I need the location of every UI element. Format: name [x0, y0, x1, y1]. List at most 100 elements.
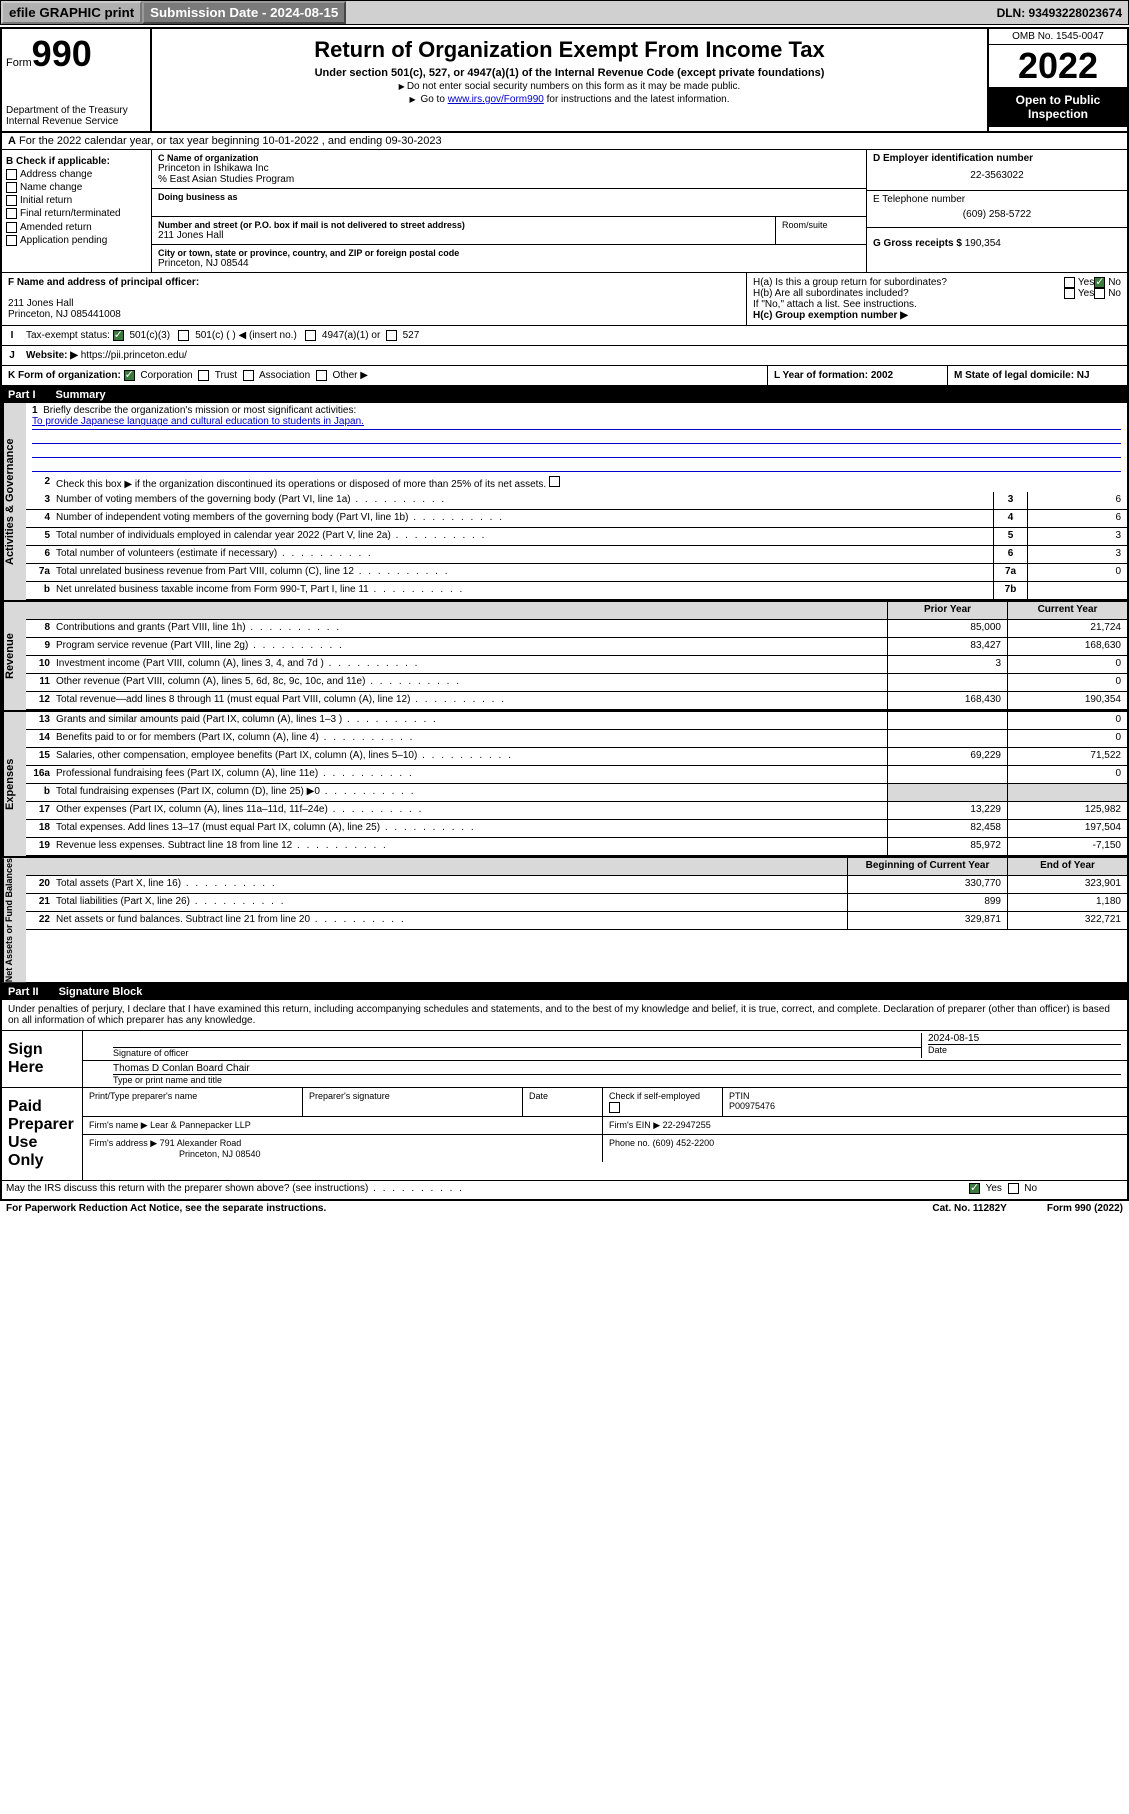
section-expenses: Expenses 13Grants and similar amounts pa… [2, 712, 1127, 858]
officer-name-label: Type or print name and title [113, 1074, 1121, 1085]
col-beginning: Beginning of Current Year [847, 858, 1007, 875]
chk-assoc[interactable] [243, 370, 254, 381]
ha-yes: Yes [1078, 277, 1094, 288]
side-governance: Activities & Governance [2, 403, 26, 600]
org-name-1: Princeton in Ishikawa Inc [158, 163, 860, 174]
state-domicile: M State of legal domicile: NJ [947, 366, 1127, 385]
sig-date-value: 2024-08-15 [928, 1033, 1121, 1044]
h-b-label: H(b) Are all subordinates included? [753, 288, 1064, 299]
col-end-year: End of Year [1007, 858, 1127, 875]
officer-addr-2: Princeton, NJ 085441008 [8, 309, 740, 320]
chk-discuss-yes[interactable] [969, 1183, 980, 1194]
part-1-header: Part I Summary [2, 387, 1127, 403]
sig-officer-label: Signature of officer [113, 1047, 921, 1058]
prep-date-label: Date [523, 1088, 603, 1116]
efile-print-button[interactable]: efile GRAPHIC print [1, 1, 142, 24]
ptin-value: P00975476 [729, 1101, 775, 1111]
signature-block: Under penalties of perjury, I declare th… [2, 1000, 1127, 1199]
mission-text: To provide Japanese language and cultura… [32, 416, 1121, 430]
info-grid: B Check if applicable: Address change Na… [2, 150, 1127, 273]
opt-4947: 4947(a)(1) or [322, 330, 380, 341]
submission-date-button[interactable]: Submission Date - 2024-08-15 [142, 1, 346, 24]
opt-501c: 501(c) ( ) ◀ (insert no.) [195, 330, 297, 341]
chk-corp[interactable] [124, 370, 135, 381]
page-footer: For Paperwork Reduction Act Notice, see … [0, 1201, 1129, 1216]
org-name-2: % East Asian Studies Program [158, 174, 860, 185]
chk-app-pending[interactable] [6, 235, 17, 246]
discuss-label: May the IRS discuss this return with the… [2, 1181, 967, 1199]
discuss-no: No [1024, 1184, 1037, 1195]
firm-ein-label: Firm's EIN ▶ [609, 1120, 660, 1130]
row-j: J Website: ▶ https://pii.princeton.edu/ [2, 346, 1127, 366]
firm-addr-2: Princeton, NJ 08540 [89, 1149, 261, 1159]
tax-year: 2022 [989, 45, 1127, 87]
hb-no: No [1108, 288, 1121, 299]
chk-501c[interactable] [178, 330, 189, 341]
dept-treasury: Department of the Treasury Internal Reve… [6, 105, 146, 127]
side-revenue: Revenue [2, 602, 26, 710]
top-bar: efile GRAPHIC print Submission Date - 20… [0, 0, 1129, 25]
dln-label: DLN: 93493228023674 [991, 4, 1128, 22]
sign-here-label: Sign Here [2, 1031, 82, 1087]
chk-q2[interactable] [549, 476, 560, 487]
opt-other: Other ▶ [332, 370, 367, 381]
firm-phone-value: (609) 452-2200 [653, 1138, 715, 1148]
part-2-title: Signature Block [59, 986, 1121, 998]
chk-self-employed[interactable] [609, 1102, 620, 1113]
year-formation: L Year of formation: 2002 [767, 366, 947, 385]
prep-sig-label: Preparer's signature [303, 1088, 523, 1116]
note-ssn: Do not enter social security numbers on … [160, 81, 979, 92]
header-left: Form990 Department of the Treasury Inter… [2, 29, 152, 131]
chk-initial-return[interactable] [6, 195, 17, 206]
row-fh: F Name and address of principal officer:… [2, 273, 1127, 326]
sig-date-label: Date [928, 1044, 1121, 1055]
form-word: Form [6, 57, 32, 69]
chk-trust[interactable] [198, 370, 209, 381]
part-2-header: Part II Signature Block [2, 984, 1127, 1000]
irs-link[interactable]: www.irs.gov/Form990 [448, 94, 544, 105]
opt-527: 527 [403, 330, 420, 341]
ein-value: 22-3563022 [873, 164, 1121, 187]
header-middle: Return of Organization Exempt From Incom… [152, 29, 987, 131]
opt-address-change: Address change [20, 169, 92, 180]
chk-final-return[interactable] [6, 208, 17, 219]
chk-501c3[interactable] [113, 330, 124, 341]
chk-527[interactable] [386, 330, 397, 341]
hb-yes: Yes [1078, 288, 1094, 299]
h-b-note: If "No," attach a list. See instructions… [753, 299, 1121, 310]
firm-phone-label: Phone no. [609, 1138, 650, 1148]
chk-name-change[interactable] [6, 182, 17, 193]
side-net-assets: Net Assets or Fund Balances [2, 858, 26, 982]
chk-hb-yes[interactable] [1064, 288, 1075, 299]
col-prior-year: Prior Year [887, 602, 1007, 619]
open-to-public: Open to Public Inspection [989, 87, 1127, 127]
row-i: I Tax-exempt status: 501(c)(3) 501(c) ( … [2, 326, 1127, 346]
opt-501c3: 501(c)(3) [129, 330, 170, 341]
opt-trust: Trust [215, 370, 237, 381]
chk-address-change[interactable] [6, 169, 17, 180]
chk-ha-no[interactable] [1094, 277, 1105, 288]
paid-preparer-label: Paid Preparer Use Only [2, 1088, 82, 1180]
omb-number: OMB No. 1545-0047 [989, 29, 1127, 45]
prep-name-label: Print/Type preparer's name [83, 1088, 303, 1116]
opt-corp: Corporation [140, 370, 192, 381]
addr-value: 211 Jones Hall [158, 230, 769, 241]
chk-other[interactable] [316, 370, 327, 381]
opt-initial-return: Initial return [20, 195, 72, 206]
form-number: 990 [32, 33, 92, 74]
chk-ha-yes[interactable] [1064, 277, 1075, 288]
firm-name-label: Firm's name ▶ [89, 1120, 148, 1130]
chk-amended[interactable] [6, 222, 17, 233]
name-label: C Name of organization [158, 153, 860, 163]
chk-hb-no[interactable] [1094, 288, 1105, 299]
phone-label: E Telephone number [873, 194, 1121, 205]
chk-discuss-no[interactable] [1008, 1183, 1019, 1194]
firm-addr-label: Firm's address ▶ [89, 1138, 157, 1148]
h-a-label: H(a) Is this a group return for subordin… [753, 277, 1064, 288]
form-ref: Form 990 (2022) [1047, 1203, 1123, 1214]
ha-no: No [1108, 277, 1121, 288]
addr-label: Number and street (or P.O. box if mail i… [158, 220, 769, 230]
declaration-text: Under penalties of perjury, I declare th… [2, 1000, 1127, 1031]
chk-4947[interactable] [305, 330, 316, 341]
firm-name-value: Lear & Pannepacker LLP [150, 1120, 251, 1130]
